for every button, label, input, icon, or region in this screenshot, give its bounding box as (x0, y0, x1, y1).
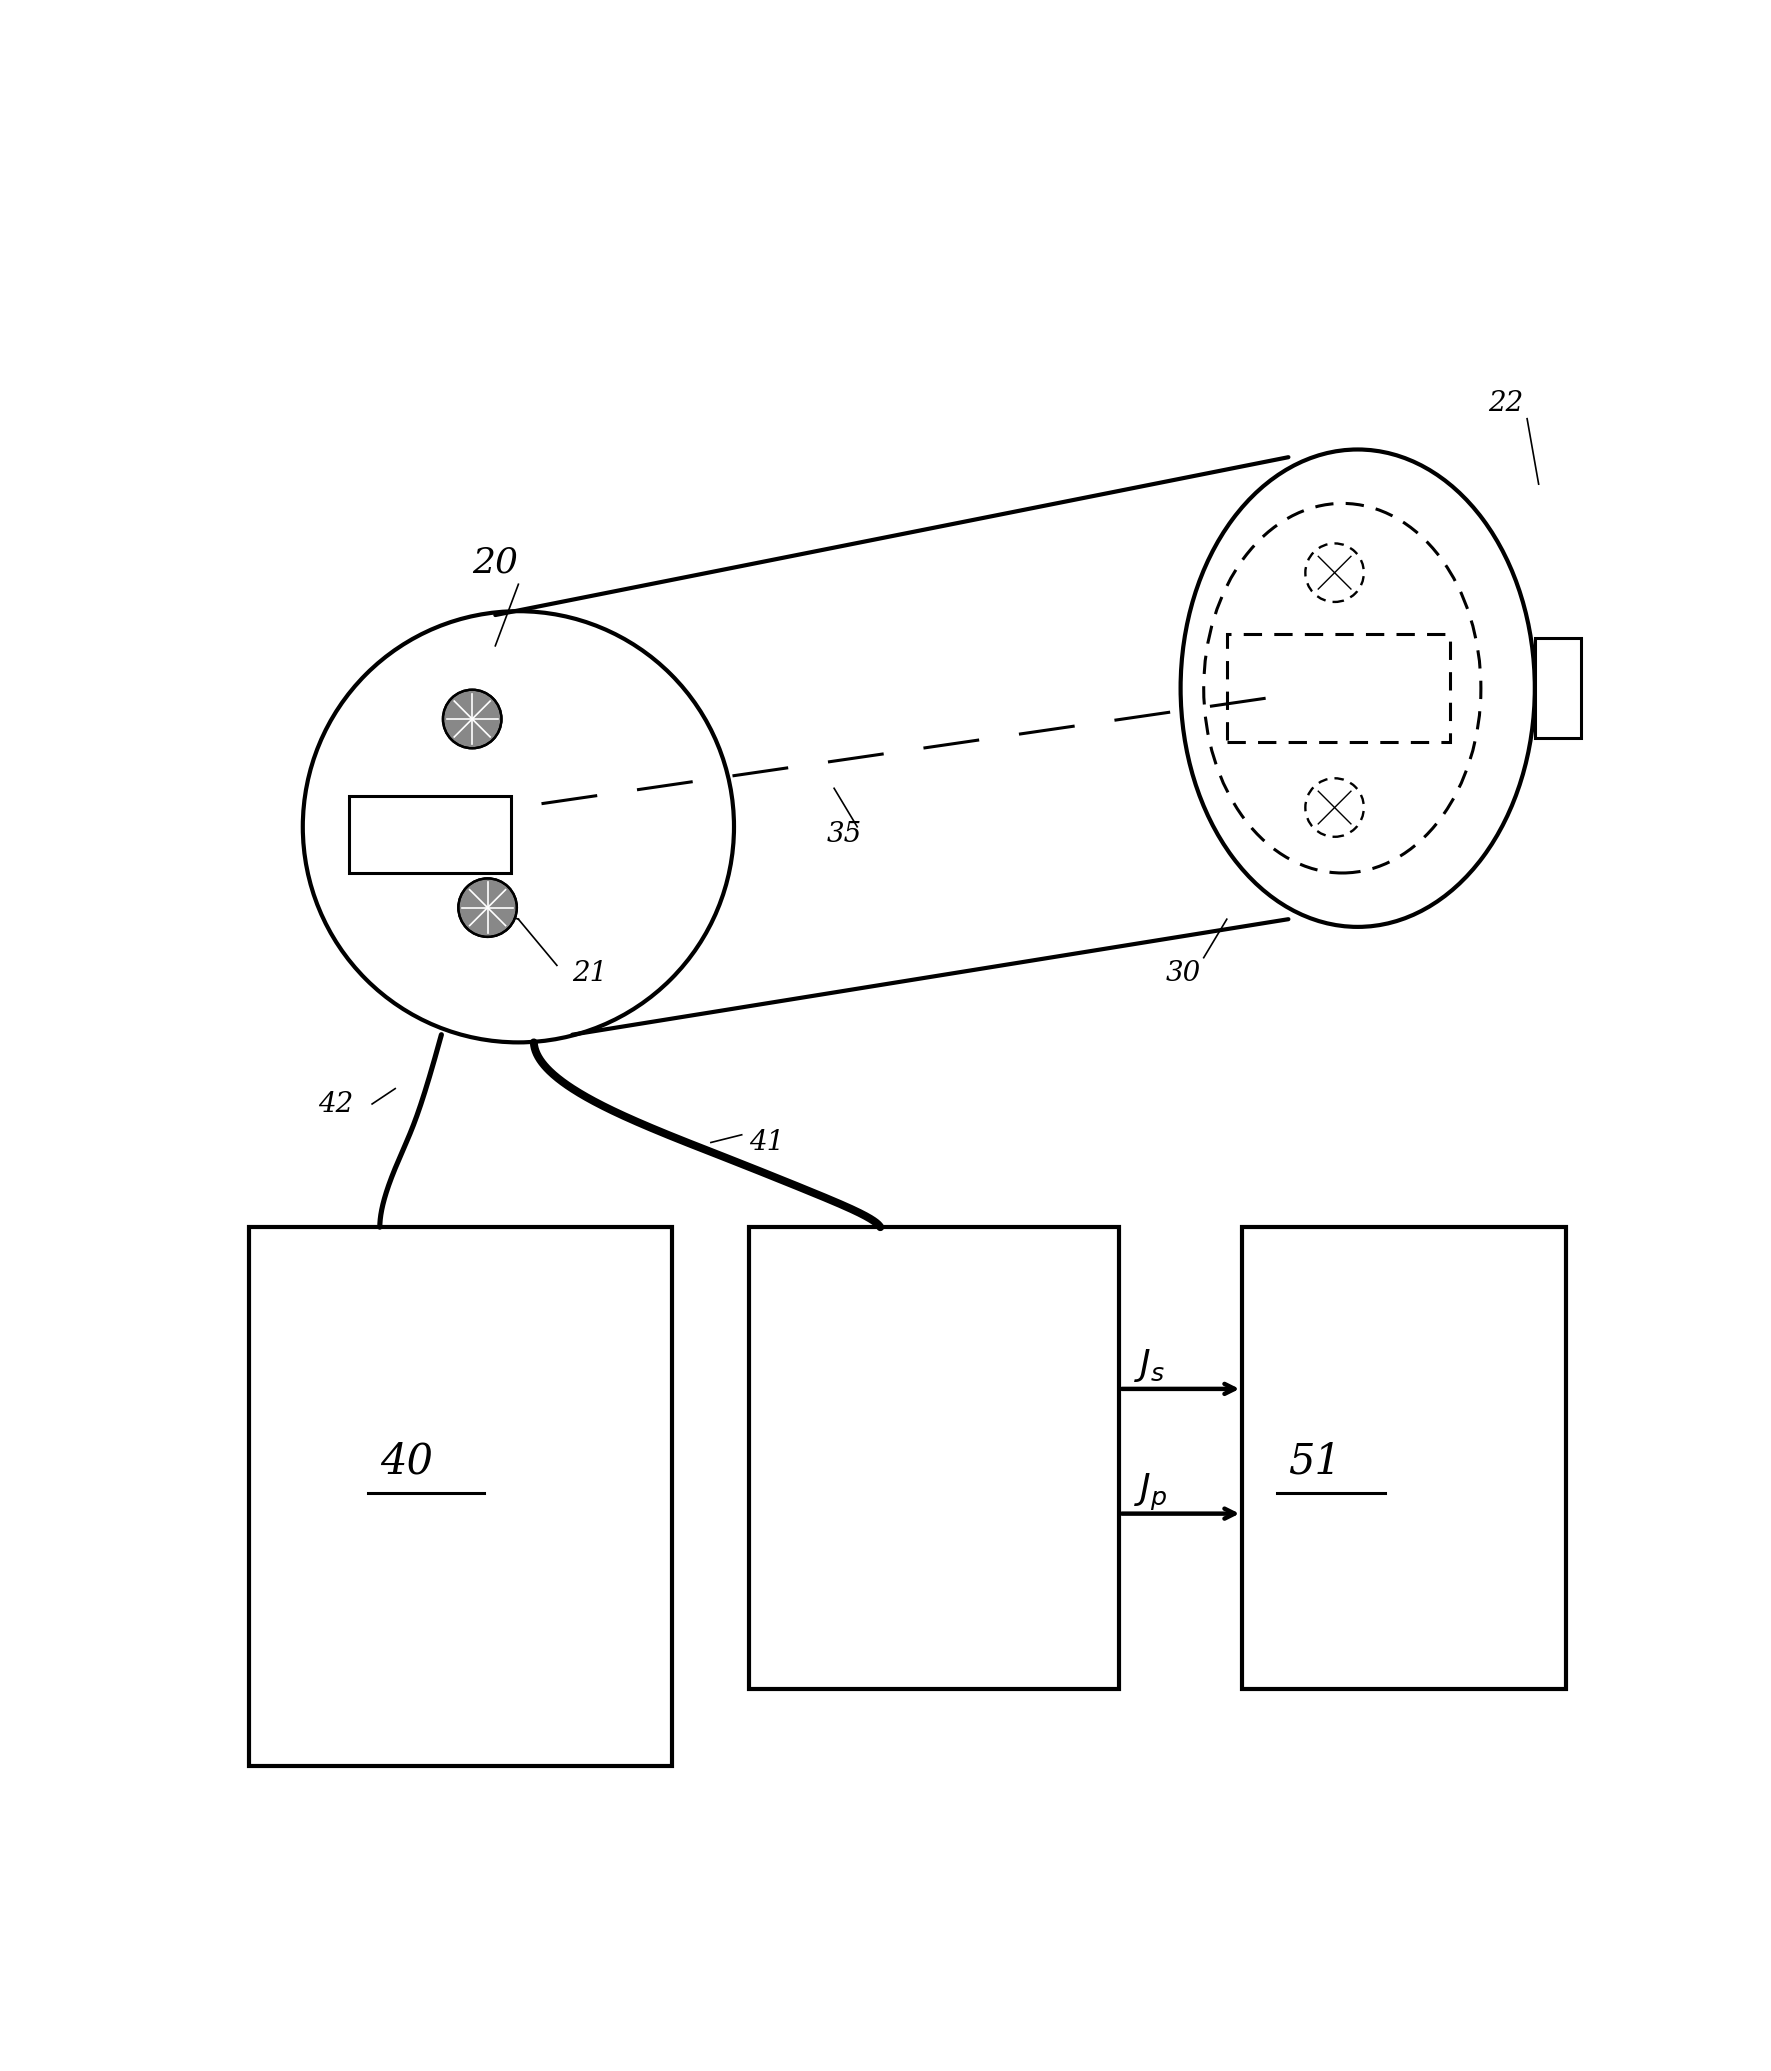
Bar (250, 1228, 673, 1767)
Text: 30: 30 (1165, 959, 1201, 986)
Text: $\mathit{J_s}$: $\mathit{J_s}$ (1135, 1346, 1165, 1383)
Text: 35: 35 (827, 822, 862, 849)
Text: 40: 40 (379, 1441, 432, 1483)
Bar (349, 795, 510, 874)
Circle shape (459, 878, 517, 936)
Circle shape (1305, 543, 1364, 603)
Bar (749, 1228, 1119, 1690)
Text: 51: 51 (1288, 1441, 1341, 1483)
Text: 41: 41 (749, 1129, 785, 1156)
Bar (1227, 634, 1450, 741)
Text: $\mathit{J_p}$: $\mathit{J_p}$ (1135, 1472, 1167, 1512)
Bar (1535, 638, 1582, 737)
Text: 21: 21 (572, 959, 607, 986)
Bar (1241, 1228, 1566, 1690)
Text: 42: 42 (319, 1091, 354, 1118)
Circle shape (1305, 779, 1364, 837)
Text: 20: 20 (473, 545, 519, 580)
Circle shape (443, 690, 501, 748)
Text: 22: 22 (1489, 389, 1523, 416)
